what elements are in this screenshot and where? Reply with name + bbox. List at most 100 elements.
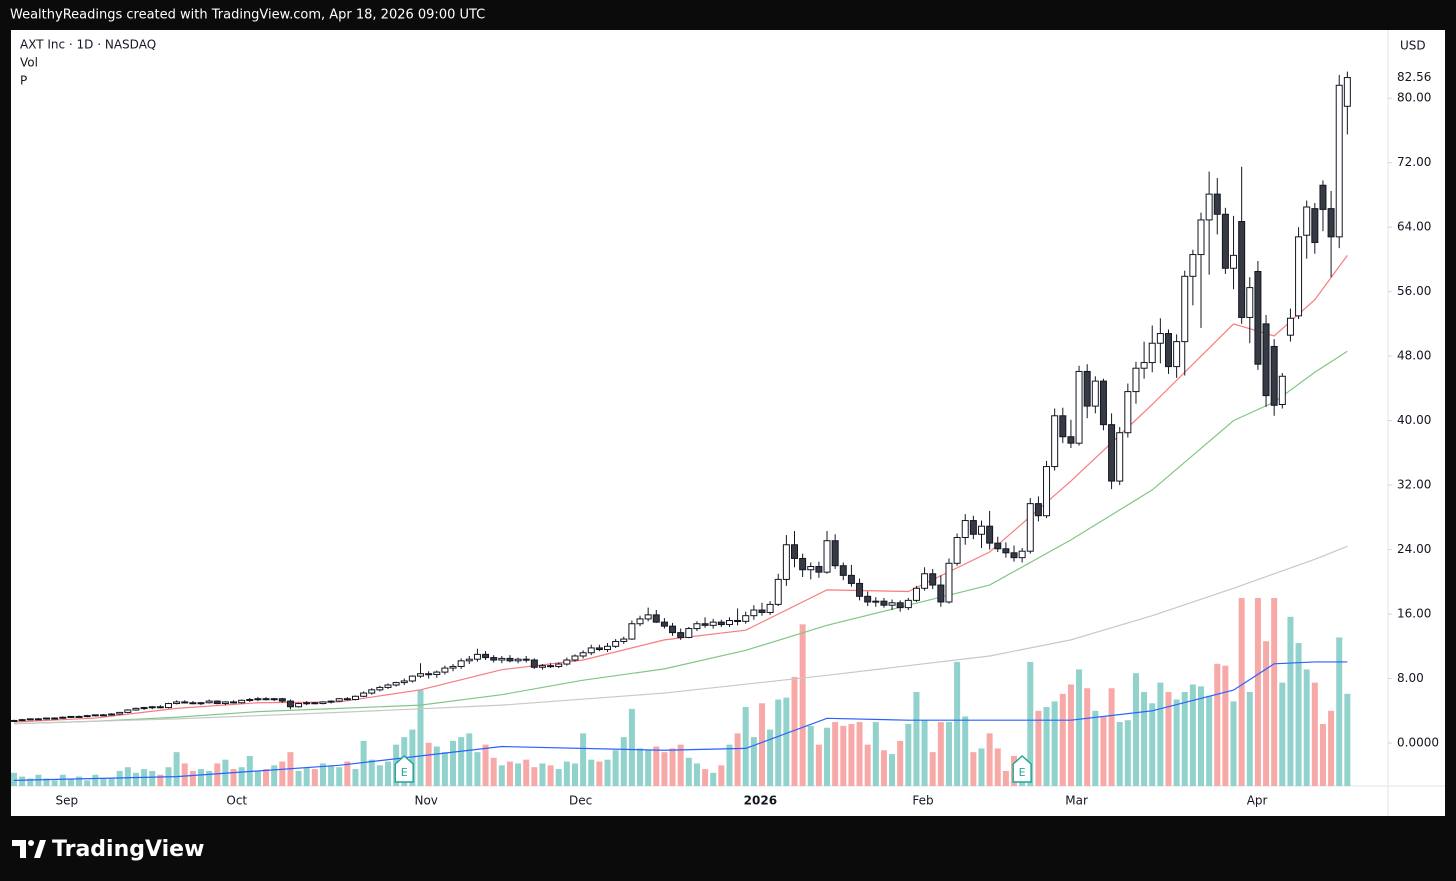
volume-bar — [328, 765, 335, 786]
volume-bar — [189, 770, 196, 786]
candle-body — [791, 544, 799, 559]
volume-bar — [905, 723, 912, 786]
volume-bar — [1319, 723, 1326, 786]
volume-bar — [889, 754, 896, 786]
volume-bar — [539, 763, 546, 786]
volume-bar — [1198, 686, 1205, 786]
candle-body — [815, 566, 823, 573]
candle-body — [571, 655, 579, 661]
candle-body — [888, 602, 896, 606]
brand-logo — [12, 840, 46, 858]
volume-bar — [1051, 701, 1058, 786]
volume-bar — [450, 740, 457, 786]
volume-bar — [1214, 663, 1221, 786]
candle-body — [262, 698, 270, 701]
y-tick-label: 80.00 — [1397, 91, 1431, 105]
volume-bar — [661, 752, 668, 786]
volume-bar — [824, 727, 831, 786]
volume-bar — [1141, 692, 1148, 786]
y-tick-label: 0.0000 — [1397, 736, 1439, 750]
candle-body — [547, 665, 555, 668]
y-tick-label: 8.00 — [1397, 671, 1424, 685]
volume-bar — [1254, 598, 1261, 786]
candle-body — [604, 645, 612, 651]
brand: TradingView — [52, 837, 204, 862]
candle-body — [189, 702, 197, 705]
candle-body — [181, 701, 189, 704]
candle-body — [392, 682, 400, 686]
candle-body — [1238, 221, 1246, 318]
header: WealthyReadings created with TradingView… — [10, 8, 485, 23]
volume-bar — [1328, 710, 1335, 786]
volume-bar — [1222, 665, 1229, 786]
candle-body — [880, 600, 888, 606]
volume-bar — [417, 690, 424, 786]
volume-bar — [937, 722, 944, 786]
candle-body — [636, 618, 644, 625]
candle-body — [278, 698, 286, 702]
candle-body — [1075, 370, 1083, 444]
candle-body — [490, 657, 498, 661]
volume-bar — [458, 737, 465, 786]
candle-body — [717, 621, 725, 626]
volume-bar — [84, 780, 91, 786]
y-tick-label: 40.00 — [1397, 413, 1431, 427]
candle-body — [140, 707, 148, 710]
volume-bar — [669, 748, 676, 786]
candle-body — [1018, 550, 1026, 559]
candle-body — [246, 699, 254, 702]
volume-bar — [59, 774, 66, 786]
volume-bar — [303, 767, 310, 786]
y-tick-label: 32.00 — [1397, 478, 1431, 492]
candle-body — [1059, 415, 1067, 438]
volume-bar — [433, 746, 440, 786]
volume-bar — [11, 772, 18, 786]
candle-body — [230, 701, 238, 704]
candle-body — [1278, 375, 1286, 405]
candle-body — [400, 680, 408, 684]
candle-body — [270, 698, 278, 701]
volume-bar — [67, 778, 74, 786]
volume-bar — [157, 774, 164, 786]
legend-item: Vol — [20, 56, 38, 70]
volume-bar — [1263, 641, 1270, 786]
candle-body — [660, 621, 668, 627]
candle-body — [1230, 254, 1238, 269]
candle-body — [286, 700, 294, 708]
candle-body — [376, 686, 384, 691]
volume-bar — [807, 725, 814, 786]
volume-bar — [230, 769, 237, 786]
candle-body — [311, 702, 319, 705]
volume-bar — [604, 759, 611, 786]
candle-body — [10, 719, 18, 722]
candle-body — [750, 609, 758, 617]
candle-body — [116, 711, 124, 715]
candle-body — [774, 578, 782, 605]
volume-bar — [214, 763, 221, 786]
candle-body — [51, 717, 59, 720]
candle-body — [197, 702, 205, 705]
candle-body — [758, 609, 766, 613]
candle-body — [254, 698, 262, 701]
volume-bar — [775, 699, 782, 786]
legend-item: P — [20, 74, 27, 88]
candle-body — [620, 638, 628, 642]
volume-bar — [474, 752, 481, 786]
volume-bar — [1287, 616, 1294, 786]
x-tick-label: Mar — [1065, 794, 1088, 808]
candle-body — [945, 562, 953, 603]
candle-body — [173, 701, 181, 705]
volume-bar — [726, 744, 733, 786]
candle-body — [563, 659, 571, 665]
candle-body — [1246, 287, 1254, 318]
volume-bar — [506, 761, 513, 786]
volume-bar — [311, 769, 318, 786]
candle-body — [368, 689, 376, 694]
candle-body — [1043, 466, 1051, 517]
volume-bar — [612, 750, 619, 786]
candle-body — [75, 715, 83, 718]
candle-body — [18, 719, 26, 722]
volume-bar — [441, 752, 448, 786]
candle-body — [473, 653, 481, 660]
volume-bar — [531, 767, 538, 786]
